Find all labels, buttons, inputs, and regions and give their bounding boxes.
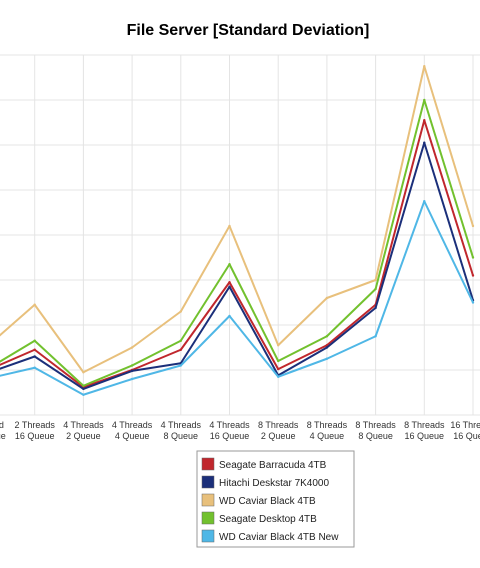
data-point [82,393,85,396]
data-point [423,98,426,102]
data-point [471,224,475,228]
data-point [277,375,280,378]
data-point [228,263,231,266]
data-point [228,224,231,228]
data-point [179,348,182,351]
legend-swatch [201,529,215,543]
data-point [374,335,377,338]
data-point [33,366,36,369]
x-tick-label: 4 Threads 2 Queue [63,420,104,441]
legend-label: WD Caviar Black 4TB New [219,532,339,543]
data-point [179,339,182,342]
data-point [277,344,280,347]
data-point [33,355,36,358]
data-point [33,348,36,351]
data-point [277,359,280,363]
data-point [325,296,329,300]
x-tick-label: 8 Threads 2 Queue [258,420,299,441]
legend-swatch [201,475,215,489]
data-point [228,314,231,318]
x-tick-label: 4 Threads 4 Queue [112,420,153,441]
data-point [179,364,182,367]
series-lines [0,65,475,396]
data-point [325,357,329,360]
data-point [374,306,377,310]
x-tick-label: 8 Threads 4 Queue [307,420,348,441]
data-point [130,364,134,367]
legend-swatch [201,457,215,471]
data-point [423,119,426,122]
legend-label: Seagate Barracuda 4TB [219,460,327,471]
data-point [228,281,231,284]
data-point [423,200,426,203]
legend: Seagate Barracuda 4TB Hitachi Deskstar 7K… [196,450,355,548]
data-point [179,310,182,313]
data-point [471,301,475,304]
data-point [130,377,134,381]
legend-label: WD Caviar Black 4TB [219,496,316,507]
data-point [471,274,475,277]
data-point [471,256,475,259]
x-tick-label: 2 Threads 16 Queue [15,420,56,441]
data-point [82,384,85,387]
legend-box [196,450,355,548]
data-point [374,287,377,291]
data-point [82,371,85,374]
data-point [130,369,134,373]
data-point [325,346,329,349]
legend-swatch [201,493,215,507]
x-tick-label: 8 Threads 8 Queue [355,420,396,441]
data-point [374,278,377,282]
grid [0,54,480,416]
legend-swatch [201,511,215,525]
legend-label: Hitachi Deskstar 7K4000 [219,478,329,489]
x-tick-label: 4 Threads 16 Queue [209,420,250,441]
data-point [130,346,134,349]
data-point [228,285,231,288]
data-point [82,387,85,391]
chart-title: File Server [Standard Deviation] [127,22,370,39]
data-point [277,367,280,371]
data-point [423,65,426,68]
x-tick-label: 1 Thread16 Queue [0,420,6,441]
data-point [33,339,36,342]
x-tick-label: 8 Threads 16 Queue [404,420,445,441]
data-point [325,335,329,338]
data-point [33,303,36,306]
data-point [423,141,426,144]
x-tick-label: 4 Threads 8 Queue [161,420,202,441]
legend-label: Seagate Desktop 4TB [219,514,317,525]
